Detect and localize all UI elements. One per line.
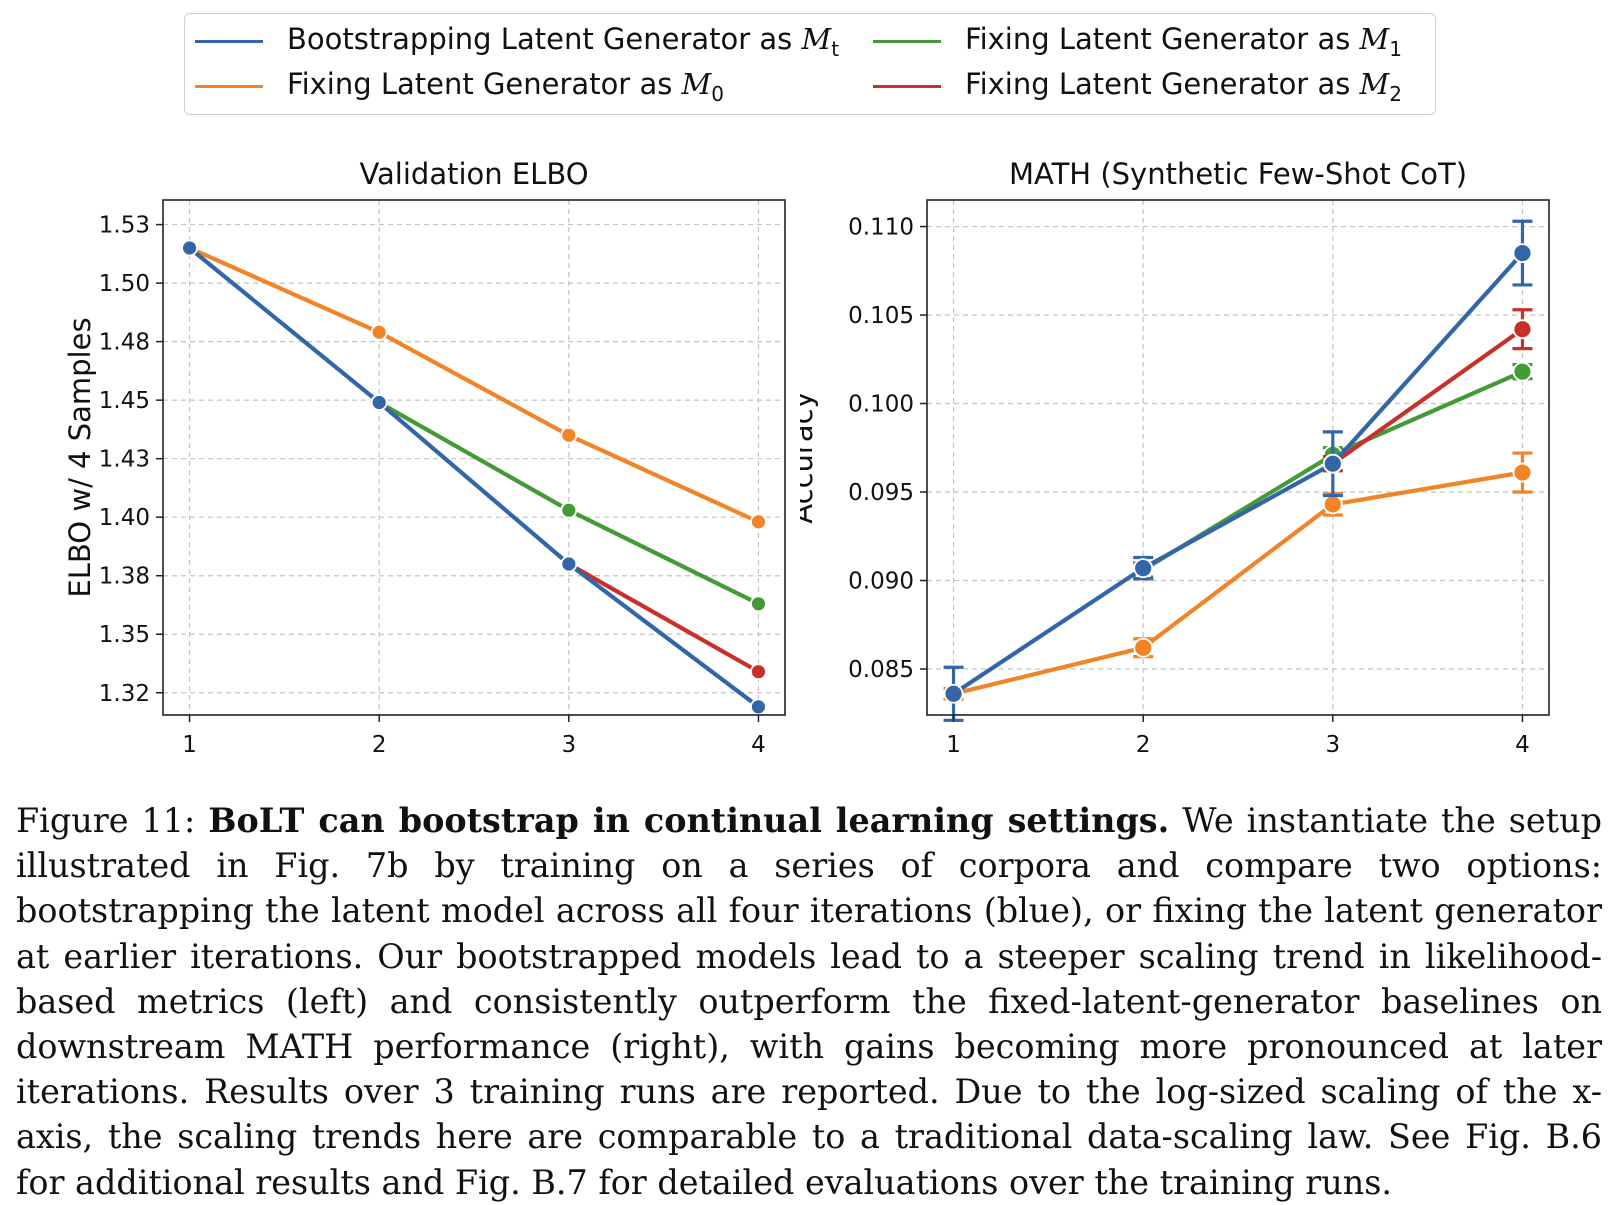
y-tick-label: 0.085 <box>848 657 914 683</box>
y-tick-label: 1.45 <box>99 388 150 414</box>
caption-label: Figure 11: <box>16 801 196 840</box>
y-tick-label: 1.35 <box>99 622 150 648</box>
data-point-fixing-latent-generator-as-m1 <box>560 501 578 519</box>
legend-line-bootstrapping <box>195 39 263 43</box>
chart-title: MATH (Synthetic Few-Shot CoT) <box>1009 157 1467 191</box>
data-point-bootstrapping-latent-generator-as-mt <box>1512 243 1533 263</box>
data-point-fixing-latent-generator-as-m0 <box>1322 494 1343 515</box>
y-tick-label: 1.40 <box>99 505 150 531</box>
y-tick-label: 0.110 <box>848 215 914 241</box>
x-tick-label: 2 <box>372 732 387 758</box>
legend-line-fixing-m0 <box>195 84 263 88</box>
plot-frame <box>162 199 786 716</box>
x-tick-label: 3 <box>1325 732 1340 758</box>
series-line-fixing-latent-generator-as-m0 <box>187 245 761 524</box>
legend-line-fixing-m1 <box>873 39 941 43</box>
y-tick-label: 1.43 <box>99 447 150 473</box>
y-axis-label: ELBO w/ 4 Samples <box>63 317 97 597</box>
caption-text: We instantiate the setup illustrated in … <box>16 801 1602 1202</box>
data-point-fixing-latent-generator-as-m0 <box>1512 462 1533 483</box>
x-tick-label: 4 <box>1515 732 1530 758</box>
y-axis-label: Accuracy <box>800 391 819 523</box>
data-point-fixing-latent-generator-as-m2 <box>1512 319 1533 340</box>
data-point-fixing-latent-generator-as-m2 <box>750 663 767 681</box>
legend-symbol: M <box>801 21 832 56</box>
legend-item-fixing-m1: Fixing Latent Generator as M1 <box>873 22 1402 60</box>
y-tick-label: 1.32 <box>99 681 150 707</box>
figure-caption: Figure 11: BoLT can bootstrap in continu… <box>16 798 1602 1205</box>
legend-subscript: 0 <box>711 81 724 106</box>
series-line-bootstrapping-latent-generator-as-mt <box>187 245 761 709</box>
data-point-bootstrapping-latent-generator-as-mt <box>1322 453 1343 474</box>
legend-item-fixing-m2: Fixing Latent Generator as M2 <box>873 67 1402 105</box>
legend-item-fixing-m0: Fixing Latent Generator as M0 <box>195 67 724 105</box>
legend-symbol: M <box>1359 21 1390 56</box>
y-tick-label: 1.38 <box>99 564 150 590</box>
legend-symbol: M <box>1359 66 1390 101</box>
data-point-bootstrapping-latent-generator-as-mt <box>943 683 964 704</box>
data-point-bootstrapping-latent-generator-as-mt <box>1133 558 1154 579</box>
chart-title: Validation ELBO <box>359 157 588 191</box>
elbo-chart: 1 2 3 4 1.32 1.35 1.38 1.40 1.43 1.45 1.48 1.50 1.53… <box>63 157 786 758</box>
data-point-fixing-latent-generator-as-m0 <box>750 513 767 531</box>
data-point-bootstrapping-latent-generator-as-mt <box>560 555 578 573</box>
legend-label-bootstrapping: Bootstrapping Latent Generator as <box>287 21 802 56</box>
legend: Bootstrapping Latent Generator as Mt Fix… <box>184 13 1436 115</box>
legend-symbol: M <box>681 66 712 101</box>
data-point-fixing-latent-generator-as-m0 <box>1133 637 1154 658</box>
x-tick-label: 1 <box>946 732 961 758</box>
caption-bold: BoLT can bootstrap in continual learning… <box>208 801 1170 840</box>
y-tick-label: 0.090 <box>848 568 914 594</box>
y-tick-label: 0.105 <box>848 303 914 329</box>
x-tick-label: 1 <box>182 732 197 758</box>
data-point-bootstrapping-latent-generator-as-mt <box>750 698 767 716</box>
data-point-fixing-latent-generator-as-m0 <box>370 323 388 341</box>
legend-subscript: 2 <box>1389 81 1402 106</box>
legend-label-fixing-m0: Fixing Latent Generator as <box>287 66 682 101</box>
math-accuracy-chart: 1 2 3 4 0.085 0.090 0.095 0.100 0.105 0.110 MATH (… <box>800 157 1550 758</box>
data-point-bootstrapping-latent-generator-as-mt <box>181 239 198 257</box>
legend-label-fixing-m2: Fixing Latent Generator as <box>965 66 1360 101</box>
series-line-fixing-latent-generator-as-m0 <box>951 470 1525 696</box>
x-tick-label: 3 <box>561 732 576 758</box>
legend-item-bootstrapping: Bootstrapping Latent Generator as Mt <box>195 22 839 60</box>
data-point-bootstrapping-latent-generator-as-mt <box>370 394 388 411</box>
x-tick-label: 2 <box>1136 732 1151 758</box>
y-tick-label: 1.48 <box>99 330 150 356</box>
y-tick-label: 1.53 <box>99 213 150 239</box>
y-tick-label: 0.095 <box>848 480 914 506</box>
legend-subscript: 1 <box>1389 36 1402 61</box>
legend-subscript: t <box>831 36 840 61</box>
x-tick-label: 4 <box>751 732 766 758</box>
data-point-fixing-latent-generator-as-m0 <box>560 426 578 444</box>
plot-frame <box>926 199 1550 716</box>
series-line-fixing-latent-generator-as-m2 <box>566 561 761 674</box>
y-tick-label: 0.100 <box>848 392 914 418</box>
series-line-bootstrapping-latent-generator-as-mt <box>951 250 1525 696</box>
data-point-fixing-latent-generator-as-m1 <box>1512 361 1533 382</box>
y-tick-label: 1.50 <box>99 271 150 297</box>
legend-label-fixing-m1: Fixing Latent Generator as <box>965 21 1360 56</box>
legend-line-fixing-m2 <box>873 84 941 88</box>
data-point-fixing-latent-generator-as-m1 <box>750 595 767 613</box>
series-line-fixing-latent-generator-as-m2 <box>1330 327 1525 466</box>
